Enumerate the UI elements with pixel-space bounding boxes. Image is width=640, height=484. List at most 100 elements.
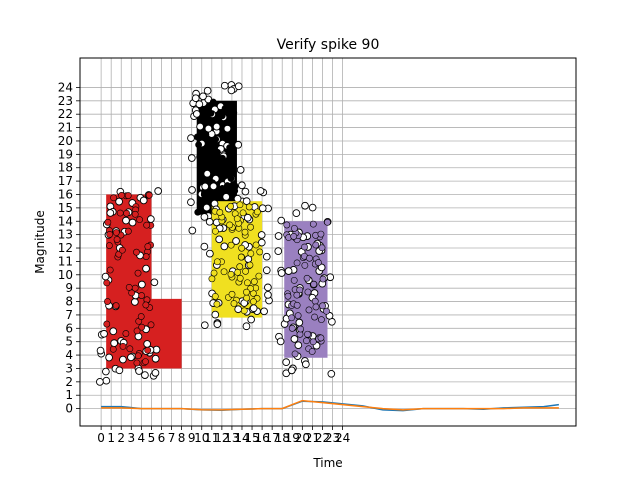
y-tick-label-12: 12	[58, 241, 73, 255]
cluster-2-point	[237, 253, 245, 261]
cluster-3-outlier-point	[277, 269, 286, 277]
cluster-1-outlier-point	[199, 92, 207, 101]
cluster-2-point	[239, 209, 247, 217]
cluster-1-outlier-point	[188, 226, 197, 235]
x-tick-label-21: 21	[305, 431, 320, 445]
cluster-3-point	[323, 307, 330, 315]
cluster-2-outlier-point	[242, 322, 251, 331]
cluster-0-outlier-point	[96, 378, 104, 386]
x-tick-label-5: 5	[148, 431, 156, 445]
cluster-1-outlier-point	[236, 165, 245, 174]
x-tick-label-13: 13	[224, 431, 239, 445]
cluster-3-outlier-point	[301, 201, 309, 210]
cluster-2-point	[252, 241, 260, 249]
cluster-3-point	[309, 220, 317, 228]
cluster-3-point	[324, 218, 331, 226]
cluster-0-outlier-point	[119, 355, 127, 364]
cluster-0-outlier-point	[135, 367, 143, 375]
cluster-3-point	[311, 297, 319, 305]
cluster-2-outlier-point	[234, 305, 243, 314]
cluster-3-point	[309, 338, 317, 346]
cluster-2-outlier-point	[205, 217, 214, 226]
cluster-0-point	[119, 342, 127, 350]
cluster-1-point	[196, 132, 203, 140]
cluster-1-point	[226, 161, 233, 168]
cluster-1-outlier-point	[227, 86, 236, 95]
cluster-1-point	[227, 175, 235, 182]
cluster-2-outlier-point	[262, 266, 271, 275]
x-tick-label-22: 22	[315, 431, 330, 445]
cluster-1-outlier-point	[203, 169, 212, 178]
x-tick-label-24: 24	[335, 431, 350, 445]
cluster-1-outlier-point	[222, 193, 231, 201]
cluster-0-point	[106, 266, 114, 274]
cluster-0-outlier-point	[102, 367, 110, 376]
cluster-1-point	[225, 119, 232, 126]
cluster-0-outlier-point	[154, 187, 163, 195]
y-tick-label-16: 16	[58, 187, 73, 201]
x-tick-label-4: 4	[138, 431, 146, 445]
cluster-3-point	[310, 280, 318, 288]
x-tick-label-6: 6	[158, 431, 166, 445]
cluster-2-outlier-point	[209, 182, 218, 191]
cluster-2-point	[241, 228, 249, 236]
cluster-3-outlier-point	[326, 273, 335, 282]
cluster-0-point	[142, 301, 150, 309]
cluster-2-point	[227, 270, 235, 278]
cluster-3-point	[303, 337, 310, 345]
cluster-2-point	[228, 290, 236, 298]
y-tick-label-4: 4	[65, 348, 73, 362]
cluster-3-point	[301, 261, 309, 269]
cluster-0-point	[136, 216, 143, 224]
cluster-0-point	[112, 229, 120, 236]
cluster-2-point	[236, 201, 244, 209]
cluster-2-outlier-point	[258, 204, 267, 213]
cluster-3-point	[317, 334, 325, 342]
cluster-3-outlier-point	[294, 341, 303, 350]
cluster-3-point	[283, 221, 291, 229]
cluster-3-outlier-point	[284, 267, 293, 275]
cluster-2-point	[213, 258, 221, 266]
cluster-0-point	[131, 284, 139, 292]
cluster-3	[274, 201, 336, 378]
cluster-1-point	[201, 197, 209, 205]
cluster-3-point	[314, 259, 322, 266]
y-tick-label-21: 21	[58, 121, 73, 135]
cluster-1-outlier-point	[203, 86, 212, 95]
x-tick-label-7: 7	[168, 431, 176, 445]
cluster-2-outlier-point	[206, 249, 214, 258]
cluster-1-point	[196, 208, 203, 215]
cluster-2-outlier-point	[201, 182, 210, 191]
line-layer	[101, 399, 559, 412]
y-tick-label-24: 24	[58, 80, 73, 94]
cluster-3-outlier-point	[317, 263, 326, 272]
cluster-0-point	[142, 358, 149, 365]
cluster-3-point	[304, 288, 312, 296]
cluster-3-point	[291, 350, 299, 358]
cluster-0-outlier-point	[138, 280, 146, 289]
cluster-2-point	[234, 268, 242, 276]
x-axis-label: Time	[312, 456, 342, 470]
cluster-3-point	[294, 312, 302, 320]
cluster-1-outlier-point	[195, 100, 204, 109]
cluster-1-point	[199, 146, 206, 154]
cluster-0-point	[142, 253, 150, 260]
cluster-2-point	[243, 288, 250, 296]
cluster-1-point	[221, 105, 229, 112]
cluster-3-point	[290, 233, 298, 240]
cluster-2-outlier-point	[260, 307, 268, 316]
cluster-0-point	[123, 209, 130, 217]
y-tick-label-23: 23	[58, 94, 73, 108]
cluster-2-point	[243, 294, 251, 302]
chart-title: Verify spike 90	[277, 37, 380, 53]
cluster-2-point	[227, 202, 235, 210]
cluster-3-point	[303, 274, 311, 282]
cluster-0-outlier-point	[106, 209, 115, 217]
cluster-2-point	[242, 267, 249, 275]
x-tick-label-0: 0	[97, 431, 105, 445]
cluster-3-outlier-point	[287, 366, 296, 375]
cluster-2-outlier-point	[220, 242, 229, 251]
cluster-0-outlier-point	[128, 218, 137, 227]
cluster-1-outlier-point	[191, 94, 200, 103]
